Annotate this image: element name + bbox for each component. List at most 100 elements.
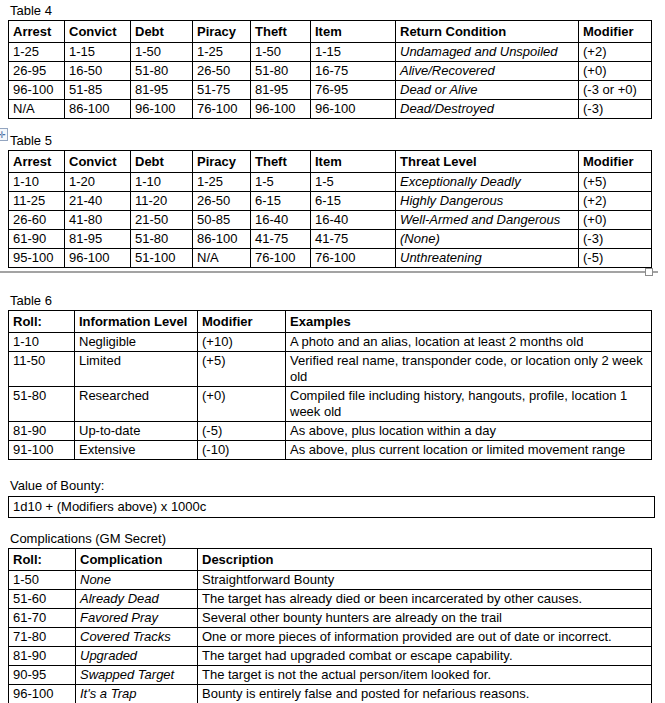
complications-section-title: Complications (GM Secret): [10, 531, 665, 547]
table-cell: 51-85: [65, 81, 131, 100]
bounty-section-title: Value of Bounty:: [10, 478, 665, 494]
table-cell: As above, plus current location or limit…: [286, 441, 652, 460]
table-cell: 76-100: [251, 249, 311, 268]
table-cell: 51-75: [193, 81, 251, 100]
table-cell: 1-10: [131, 173, 193, 192]
table-cell: 81-90: [9, 422, 75, 441]
table-cell: (-3 or +0): [579, 81, 652, 100]
table-cell: Highly Dangerous: [396, 192, 579, 211]
table-cell: 1-20: [65, 173, 131, 192]
column-header: Return Condition: [396, 21, 579, 43]
table-cell: 81-95: [65, 230, 131, 249]
move-handle-glyph: ✛: [0, 130, 6, 140]
table-cell: 51-80: [9, 387, 75, 422]
table-cell: (+5): [579, 173, 652, 192]
column-header: Piracy: [193, 151, 251, 173]
table-row: 61-70Favored PraySeveral other bounty hu…: [9, 609, 652, 628]
table-cell: 1-10: [9, 333, 75, 352]
table-cell: N/A: [193, 249, 251, 268]
table-row: 71-80Covered TracksOne or more pieces of…: [9, 628, 652, 647]
table-cell: Alive/Recovered: [396, 62, 579, 81]
table-cell: 61-90: [9, 230, 65, 249]
table-cell: 96-100: [9, 685, 76, 703]
table-cell: 51-80: [131, 230, 193, 249]
table-cell: (+0): [579, 211, 652, 230]
bounty-value-box: 1d10 + (Modifiers above) x 1000c: [8, 496, 655, 518]
table-cell: 1-25: [9, 43, 65, 62]
table-row: 11-50Limited(+5)Verified real name, tran…: [9, 352, 652, 387]
table-cell: 21-40: [65, 192, 131, 211]
table-cell: 96-100: [131, 100, 193, 119]
table-cell: 21-50: [131, 211, 193, 230]
column-header: Roll:: [9, 549, 76, 571]
table-cell: (+5): [198, 352, 286, 387]
table-cell: 26-60: [9, 211, 65, 230]
table-cell: 91-100: [9, 441, 75, 460]
table-4-title: Table 4: [10, 3, 665, 19]
table-cell: Covered Tracks: [76, 628, 198, 647]
table-cell: 81-95: [251, 81, 311, 100]
table-cell: (+0): [579, 62, 652, 81]
table-4: ArrestConvictDebtPiracyTheftItemReturn C…: [8, 20, 652, 119]
table-cell: 1-50: [251, 43, 311, 62]
table-5: ArrestConvictDebtPiracyTheftItemThreat L…: [8, 150, 652, 268]
column-header: Convict: [65, 21, 131, 43]
table-cell: (+0): [198, 387, 286, 422]
table-cell: Straightforward Bounty: [198, 571, 652, 590]
table-cell: 51-60: [9, 590, 76, 609]
table-cell: 26-95: [9, 62, 65, 81]
column-header: Roll:: [9, 311, 75, 333]
table-resize-handle-icon[interactable]: [645, 268, 653, 276]
table-cell: Well-Armed and Dangerous: [396, 211, 579, 230]
table-cell: Extensive: [75, 441, 198, 460]
table-cell: 1-25: [193, 43, 251, 62]
table-row: 26-6041-8021-5050-8516-4016-40Well-Armed…: [9, 211, 652, 230]
column-header: Theft: [251, 21, 311, 43]
table-cell: Bounty is entirely false and posted for …: [198, 685, 652, 703]
column-header: Arrest: [9, 151, 65, 173]
table-row: 1-101-201-101-251-51-5Exceptionally Dead…: [9, 173, 652, 192]
table-cell: (-5): [579, 249, 652, 268]
table-row: 26-9516-5051-8026-5051-8016-75Alive/Reco…: [9, 62, 652, 81]
table-row: 1-251-151-501-251-501-15Undamaged and Un…: [9, 43, 652, 62]
table-cell: (+2): [579, 43, 652, 62]
table-cell: Exceptionally Deadly: [396, 173, 579, 192]
table-cell: Upgraded: [76, 647, 198, 666]
table-cell: 16-40: [251, 211, 311, 230]
table-cell: (-3): [579, 100, 652, 119]
table-cell: 81-90: [9, 647, 76, 666]
table-cell: Already Dead: [76, 590, 198, 609]
table-row: 11-2521-4011-2026-506-156-15Highly Dange…: [9, 192, 652, 211]
column-header: Complication: [76, 549, 198, 571]
table-cell: 1-5: [311, 173, 396, 192]
column-header: Description: [198, 549, 652, 571]
table-cell: 16-50: [65, 62, 131, 81]
table-cell: Dead/Destroyed: [396, 100, 579, 119]
table-cell: 6-15: [251, 192, 311, 211]
header-row: Roll:ComplicationDescription: [9, 549, 652, 571]
table-cell: 76-100: [193, 100, 251, 119]
table-cell: 1-5: [251, 173, 311, 192]
column-header: Modifier: [579, 151, 652, 173]
complications-table: Roll:ComplicationDescription1-50NoneStra…: [8, 548, 652, 703]
table-cell: 90-95: [9, 666, 76, 685]
table-cell: 76-100: [311, 249, 396, 268]
table-row: 1-10Negligible(+10)A photo and an alias,…: [9, 333, 652, 352]
table-cell: Negligible: [75, 333, 198, 352]
table-cell: One or more pieces of information provid…: [198, 628, 652, 647]
column-header: Information Level: [75, 311, 198, 333]
table-cell: Dead or Alive: [396, 81, 579, 100]
column-header: Modifier: [579, 21, 652, 43]
page-divider: [0, 271, 658, 273]
table-cell: 86-100: [65, 100, 131, 119]
table-cell: (+10): [198, 333, 286, 352]
table-cell: (None): [396, 230, 579, 249]
table-cell: 11-20: [131, 192, 193, 211]
table-row: 1-50NoneStraightforward Bounty: [9, 571, 652, 590]
table-cell: The target had upgraded combat or escape…: [198, 647, 652, 666]
table-cell: 1-25: [193, 173, 251, 192]
table-cell: 41-75: [311, 230, 396, 249]
table-move-handle-icon[interactable]: ✛: [0, 128, 8, 141]
header-row: ArrestConvictDebtPiracyTheftItemReturn C…: [9, 21, 652, 43]
table-cell: Several other bounty hunters are already…: [198, 609, 652, 628]
